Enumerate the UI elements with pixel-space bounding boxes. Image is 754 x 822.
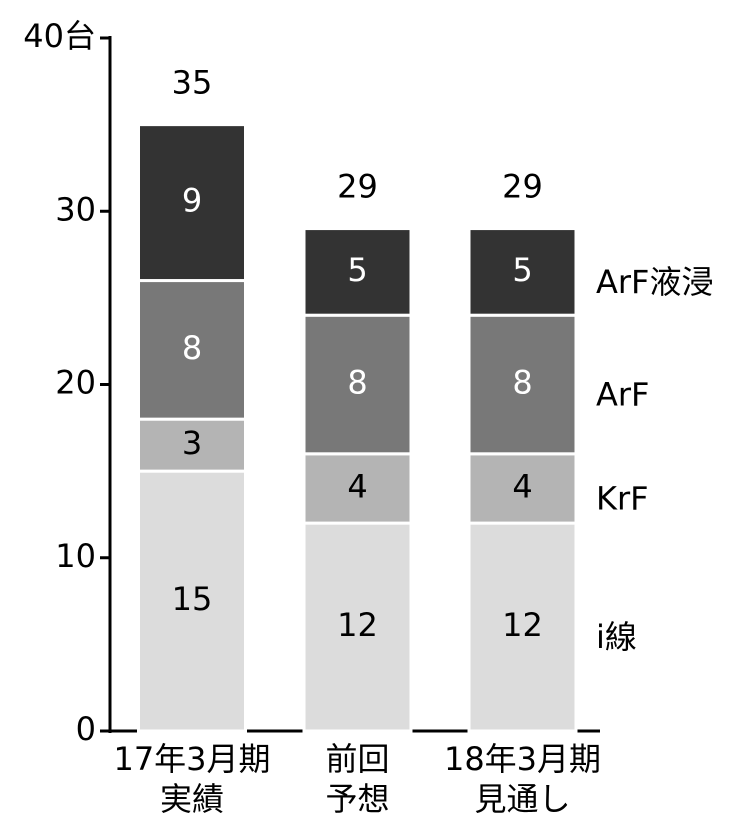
data-label: 4: [512, 467, 532, 505]
bar-segment: [302, 313, 413, 456]
legend-label: ArF: [596, 376, 649, 414]
total-label: 35: [172, 64, 213, 102]
bar-segment: [137, 123, 247, 283]
bar-segment: [137, 417, 247, 473]
bar-segment: [302, 452, 413, 525]
bar-segment: [302, 521, 413, 733]
data-label: 8: [347, 364, 367, 402]
data-label: 12: [337, 606, 378, 644]
bar-segment: [302, 227, 413, 317]
bar-segment: [137, 469, 247, 733]
legend-label: KrF: [596, 479, 649, 517]
data-label: 8: [182, 329, 202, 367]
y-tick-label: 0: [76, 710, 96, 748]
data-label: 4: [347, 467, 367, 505]
x-tick-label: 予想: [325, 780, 389, 818]
x-tick-label: 見通し: [474, 780, 570, 818]
total-label: 29: [502, 168, 543, 206]
x-tick-label: 18年3月期: [444, 740, 601, 778]
legend-label: ArF液浸: [596, 263, 713, 301]
x-tick-label: 17年3月期: [113, 740, 270, 778]
data-label: 5: [347, 251, 367, 289]
bar-segment: [467, 521, 578, 733]
bar-segment: [467, 227, 578, 317]
y-tick-label: 10: [55, 537, 96, 575]
data-label: 12: [502, 606, 543, 644]
y-tick-label: 30: [55, 190, 96, 228]
y-tick-label: 40台: [23, 17, 96, 55]
data-label: 5: [512, 251, 532, 289]
bar-segment: [467, 313, 578, 456]
data-label: 3: [182, 424, 202, 462]
data-label: 9: [182, 182, 202, 220]
bar-segment: [467, 452, 578, 525]
data-label: 8: [512, 364, 532, 402]
legend-label: i線: [596, 618, 637, 656]
y-tick-label: 20: [55, 364, 96, 402]
total-label: 29: [337, 168, 378, 206]
x-tick-label: 前回: [325, 740, 389, 778]
bar-segment: [137, 279, 247, 421]
x-tick-label: 実績: [160, 780, 224, 818]
data-label: 15: [172, 580, 213, 618]
